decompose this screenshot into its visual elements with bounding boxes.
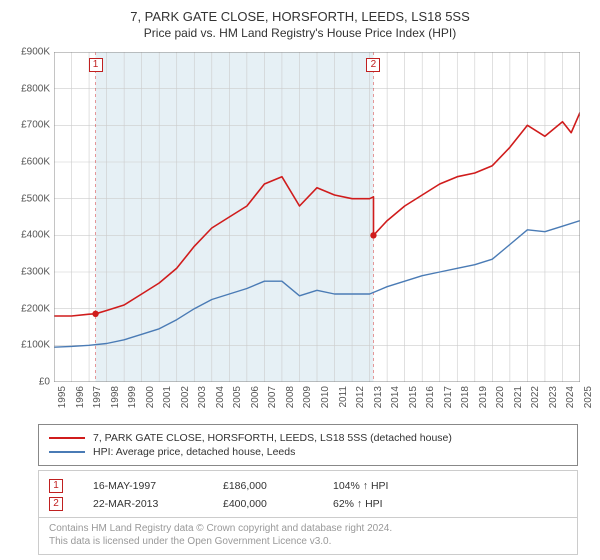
x-tick-label: 2014 (390, 386, 401, 408)
chart-svg (54, 52, 580, 382)
y-tick-label: £200K (2, 303, 50, 314)
x-tick-label: 2016 (425, 386, 436, 408)
x-tick-label: 2018 (460, 386, 471, 408)
sale-price: £400,000 (223, 498, 303, 510)
sale-hpi: 62% ↑ HPI (333, 498, 433, 510)
legend-row: 7, PARK GATE CLOSE, HORSFORTH, LEEDS, LS… (49, 431, 567, 445)
x-tick-label: 1998 (110, 386, 121, 408)
legend-label: 7, PARK GATE CLOSE, HORSFORTH, LEEDS, LS… (93, 432, 452, 444)
x-tick-label: 2005 (232, 386, 243, 408)
legend-swatch (49, 451, 85, 453)
y-tick-label: £0 (2, 377, 50, 388)
chart-title: 7, PARK GATE CLOSE, HORSFORTH, LEEDS, LS… (0, 0, 600, 26)
footer-line-1: Contains HM Land Registry data © Crown c… (49, 522, 567, 535)
x-tick-label: 2010 (320, 386, 331, 408)
sale-marker: 1 (49, 479, 63, 493)
x-tick-label: 2025 (583, 386, 594, 408)
sale-row: 1 16-MAY-1997 £186,000 104% ↑ HPI (49, 477, 567, 495)
legend-label: HPI: Average price, detached house, Leed… (93, 446, 295, 458)
x-tick-label: 2021 (513, 386, 524, 408)
sale-date: 16-MAY-1997 (93, 480, 193, 492)
x-tick-label: 2004 (215, 386, 226, 408)
x-tick-label: 2002 (180, 386, 191, 408)
x-tick-label: 2007 (267, 386, 278, 408)
y-tick-label: £800K (2, 83, 50, 94)
sale-price: £186,000 (223, 480, 303, 492)
sale-date: 22-MAR-2013 (93, 498, 193, 510)
sale-row: 2 22-MAR-2013 £400,000 62% ↑ HPI (49, 495, 567, 513)
x-tick-label: 2024 (565, 386, 576, 408)
x-tick-label: 2013 (373, 386, 384, 408)
sales-table: 1 16-MAY-1997 £186,000 104% ↑ HPI 2 22-MAR-20… (38, 470, 578, 518)
chart-container: 7, PARK GATE CLOSE, HORSFORTH, LEEDS, LS… (0, 0, 600, 560)
y-tick-label: £400K (2, 230, 50, 241)
footer-line-2: This data is licensed under the Open Gov… (49, 535, 567, 548)
x-tick-label: 2006 (250, 386, 261, 408)
y-tick-label: £100K (2, 340, 50, 351)
legend: 7, PARK GATE CLOSE, HORSFORTH, LEEDS, LS… (38, 424, 578, 466)
legend-row: HPI: Average price, detached house, Leed… (49, 445, 567, 459)
chart-area: £0£100K£200K£300K£400K£500K£600K£700K£80… (54, 52, 580, 382)
x-tick-label: 2011 (338, 386, 349, 408)
x-tick-label: 2017 (443, 386, 454, 408)
x-tick-label: 2003 (197, 386, 208, 408)
y-tick-label: £600K (2, 157, 50, 168)
x-tick-label: 1996 (75, 386, 86, 408)
x-tick-label: 1995 (57, 386, 68, 408)
sale-marker-box: 2 (366, 58, 380, 72)
y-tick-label: £300K (2, 267, 50, 278)
x-tick-label: 2000 (145, 386, 156, 408)
x-tick-label: 2001 (162, 386, 173, 408)
x-tick-label: 2008 (285, 386, 296, 408)
y-tick-label: £700K (2, 120, 50, 131)
sale-hpi: 104% ↑ HPI (333, 480, 433, 492)
x-tick-label: 2022 (530, 386, 541, 408)
sale-marker: 2 (49, 497, 63, 511)
x-tick-label: 1997 (92, 386, 103, 408)
chart-subtitle: Price paid vs. HM Land Registry's House … (0, 26, 600, 46)
x-tick-label: 2015 (408, 386, 419, 408)
y-tick-label: £900K (2, 47, 50, 58)
x-tick-label: 1999 (127, 386, 138, 408)
legend-swatch (49, 437, 85, 439)
footer: Contains HM Land Registry data © Crown c… (38, 518, 578, 555)
x-tick-label: 2023 (548, 386, 559, 408)
x-tick-label: 2009 (302, 386, 313, 408)
x-tick-label: 2019 (478, 386, 489, 408)
sale-marker-box: 1 (89, 58, 103, 72)
x-tick-label: 2012 (355, 386, 366, 408)
y-tick-label: £500K (2, 193, 50, 204)
x-tick-label: 2020 (495, 386, 506, 408)
